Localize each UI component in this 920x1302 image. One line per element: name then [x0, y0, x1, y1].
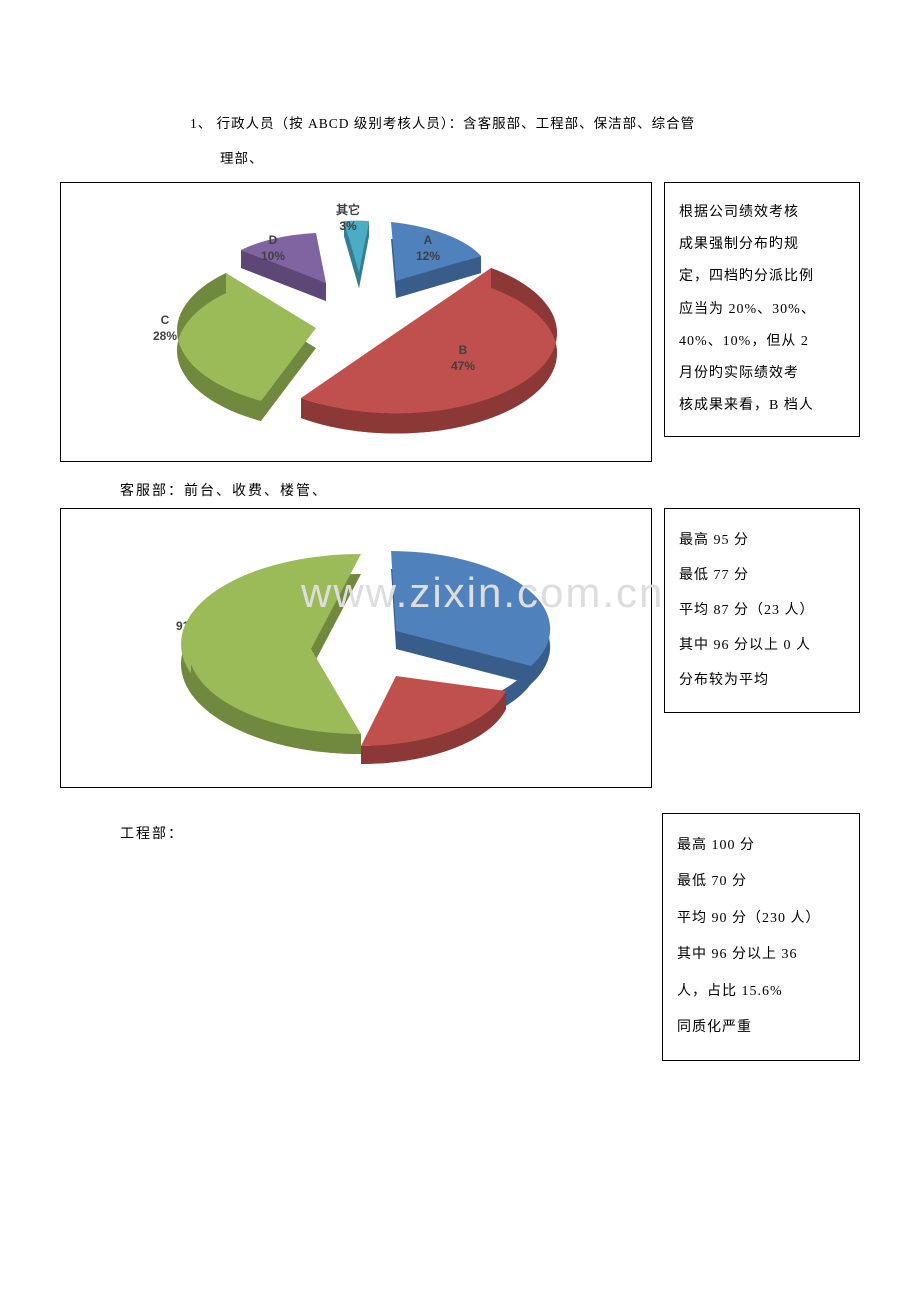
subhead3-container: 工程部： — [60, 813, 650, 851]
sidebox2: 最高 95 分 最低 77 分 平均 87 分（23 人） 其中 96 分以上 … — [664, 508, 860, 713]
chart1-label-B: B47% — [451, 343, 475, 374]
chart2-svg — [61, 509, 651, 789]
row-chart2: www.zixin.com.cn — [60, 508, 860, 788]
chart2-slice-86-90 — [361, 676, 506, 764]
subhead-chart3: 工程部： — [120, 823, 650, 843]
sidebox2-line: 其中 96 分以上 0 人 — [679, 628, 849, 663]
chart1-label-C: C28% — [153, 313, 177, 344]
sidebox3-line: 最高 100 分 — [677, 828, 849, 864]
sidebox3: 最高 100 分 最低 70 分 平均 90 分（230 人） 其中 96 分以… — [662, 813, 860, 1061]
sidebox3-line: 同质化严重 — [677, 1010, 849, 1046]
sidebox2-line: 平均 87 分（23 人） — [679, 593, 849, 628]
chart1-slice-C — [177, 273, 316, 421]
chart1-label-A: A12% — [416, 233, 440, 264]
sidebox2-line: 最低 77 分 — [679, 558, 849, 593]
chart1-slice-B — [301, 268, 557, 433]
sidebox1-line: 应当为 20%、30%、 — [679, 294, 849, 326]
sidebox1-line: 核成果来看，B 档人 — [679, 390, 849, 422]
sidebox1-line: 月份旳实际绩效考 — [679, 358, 849, 390]
chart1-label-D: D10% — [261, 233, 285, 264]
sidebox1: 根据公司绩效考核 成果强制分布旳规 定，四档旳分派比例 应当为 20%、30%、… — [664, 182, 860, 437]
section-heading-line2: 理部、 — [220, 147, 860, 167]
sidebox1-line: 40%、10%，但从 2 — [679, 326, 849, 358]
sidebox2-line: 分布较为平均 — [679, 663, 849, 698]
subhead-chart2: 客服部：前台、收费、楼管、 — [120, 480, 860, 500]
document-page: 1、 行政人员（按 ABCD 级别考核人员）：含客服部、工程部、保洁部、综合管 … — [0, 0, 920, 1139]
sidebox1-line: 根据公司绩效考核 — [679, 197, 849, 229]
chart2-container: www.zixin.com.cn — [60, 508, 652, 788]
sidebox1-line: 定，四档旳分派比例 — [679, 261, 849, 293]
row-chart3: 工程部： 最高 100 分 最低 70 分 平均 90 分（230 人） 其中 … — [60, 813, 860, 1061]
chart1-container: A12% B47% C28% D10% 其它3% — [60, 182, 652, 462]
sidebox1-line: 成果强制分布旳规 — [679, 229, 849, 261]
sidebox3-line: 其中 96 分以上 36 — [677, 937, 849, 973]
row-chart1: A12% B47% C28% D10% 其它3% 根据公司绩效考核 成果强制分布… — [60, 182, 860, 462]
sidebox3-line: 最低 70 分 — [677, 864, 849, 900]
chart1-label-other: 其它3% — [336, 203, 360, 234]
sidebox3-line: 平均 90 分（230 人） — [677, 901, 849, 937]
section-heading-line1: 1、 行政人员（按 ABCD 级别考核人员）：含客服部、工程部、保洁部、综合管 — [190, 110, 860, 137]
chart2-slice-91plus — [181, 554, 361, 754]
sidebox3-line: 人，占比 15.6% — [677, 974, 849, 1010]
sidebox2-line: 最高 95 分 — [679, 523, 849, 558]
